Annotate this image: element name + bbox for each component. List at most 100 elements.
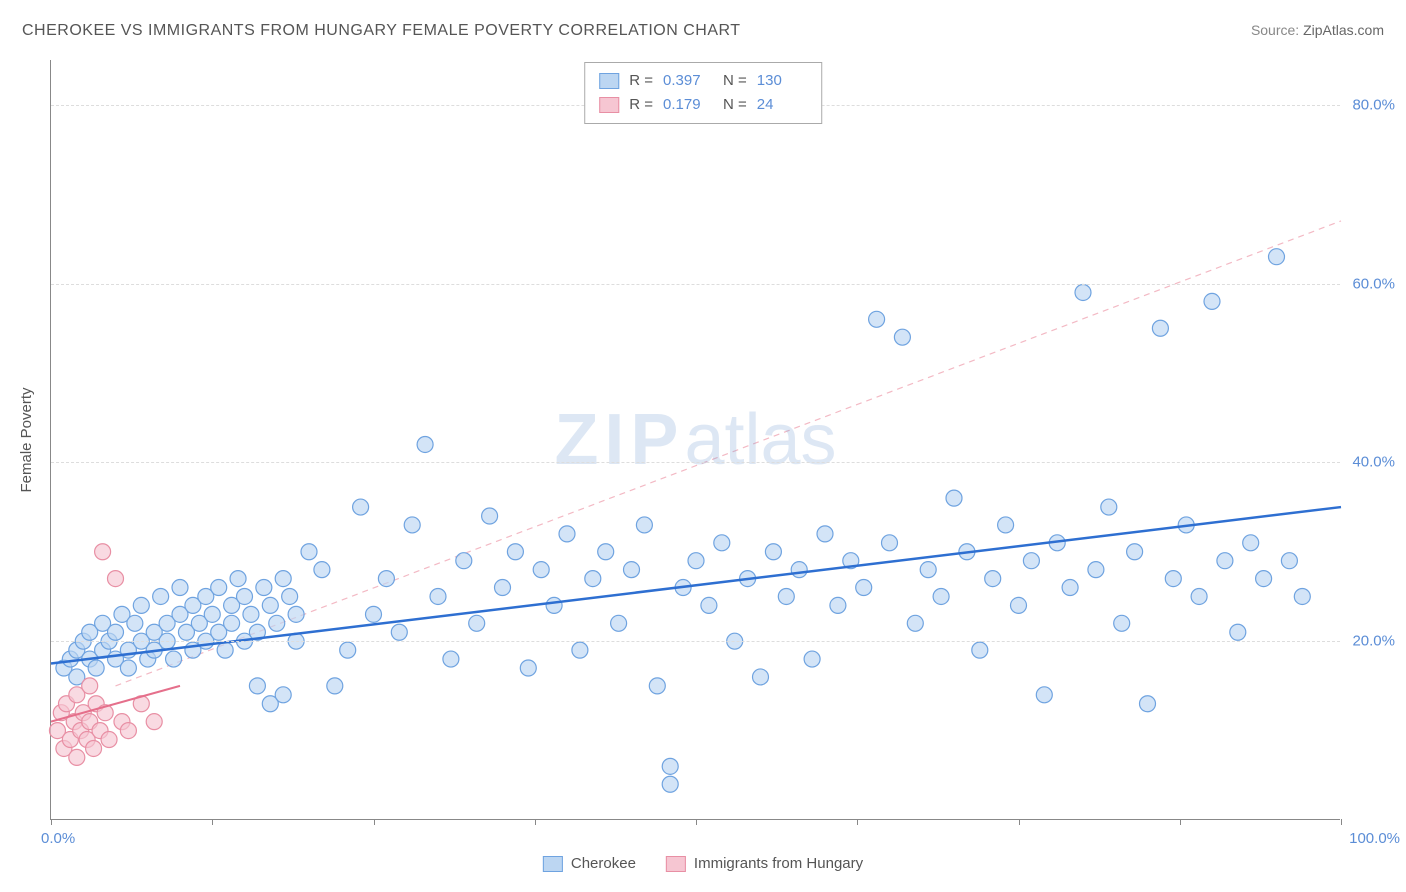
point-cherokee xyxy=(211,580,227,596)
point-cherokee xyxy=(611,615,627,631)
legend-label-hungary: Immigrants from Hungary xyxy=(694,855,863,872)
point-cherokee xyxy=(275,687,291,703)
point-cherokee xyxy=(1152,320,1168,336)
point-cherokee xyxy=(133,597,149,613)
point-cherokee xyxy=(1036,687,1052,703)
legend-item-cherokee: Cherokee xyxy=(543,855,636,872)
point-cherokee xyxy=(856,580,872,596)
bottom-legend: Cherokee Immigrants from Hungary xyxy=(543,855,863,872)
y-tick-label: 20.0% xyxy=(1352,633,1395,650)
point-cherokee xyxy=(243,606,259,622)
x-tick xyxy=(696,819,697,825)
point-cherokee xyxy=(585,571,601,587)
legend-swatch-cherokee xyxy=(543,856,563,872)
point-cherokee xyxy=(804,651,820,667)
point-cherokee xyxy=(830,597,846,613)
point-cherokee xyxy=(366,606,382,622)
point-cherokee xyxy=(1075,284,1091,300)
point-cherokee xyxy=(224,615,240,631)
r-label: R = xyxy=(629,93,653,117)
point-hungary xyxy=(101,732,117,748)
point-cherokee xyxy=(256,580,272,596)
legend-label-cherokee: Cherokee xyxy=(571,855,636,872)
x-tick xyxy=(535,819,536,825)
point-cherokee xyxy=(127,615,143,631)
point-cherokee xyxy=(572,642,588,658)
point-cherokee xyxy=(314,562,330,578)
point-cherokee xyxy=(920,562,936,578)
point-cherokee xyxy=(559,526,575,542)
point-cherokee xyxy=(378,571,394,587)
point-cherokee xyxy=(546,597,562,613)
point-cherokee xyxy=(933,588,949,604)
point-cherokee xyxy=(1243,535,1259,551)
point-cherokee xyxy=(907,615,923,631)
point-cherokee xyxy=(482,508,498,524)
point-cherokee xyxy=(1062,580,1078,596)
x-tick xyxy=(1341,819,1342,825)
chart-title: CHEROKEE VS IMMIGRANTS FROM HUNGARY FEMA… xyxy=(22,22,741,40)
point-cherokee xyxy=(972,642,988,658)
point-cherokee xyxy=(1269,249,1285,265)
point-hungary xyxy=(69,749,85,765)
swatch-cherokee xyxy=(599,73,619,89)
point-cherokee xyxy=(985,571,1001,587)
source-value: ZipAtlas.com xyxy=(1303,22,1384,38)
point-cherokee xyxy=(533,562,549,578)
point-cherokee xyxy=(282,588,298,604)
point-cherokee xyxy=(166,651,182,667)
point-cherokee xyxy=(262,597,278,613)
point-cherokee xyxy=(701,597,717,613)
swatch-hungary xyxy=(599,97,619,113)
point-cherokee xyxy=(1217,553,1233,569)
point-cherokee xyxy=(714,535,730,551)
y-tick-label: 40.0% xyxy=(1352,454,1395,471)
chart-container: CHEROKEE VS IMMIGRANTS FROM HUNGARY FEMA… xyxy=(0,0,1406,892)
point-cherokee xyxy=(1256,571,1272,587)
legend-item-hungary: Immigrants from Hungary xyxy=(666,855,863,872)
point-cherokee xyxy=(417,436,433,452)
point-cherokee xyxy=(688,553,704,569)
point-hungary xyxy=(95,544,111,560)
point-cherokee xyxy=(507,544,523,560)
n-label: N = xyxy=(723,93,747,117)
point-cherokee xyxy=(869,311,885,327)
x-tick xyxy=(857,819,858,825)
point-cherokee xyxy=(636,517,652,533)
point-cherokee xyxy=(649,678,665,694)
source-label: Source: xyxy=(1251,22,1303,38)
point-cherokee xyxy=(430,588,446,604)
point-cherokee xyxy=(998,517,1014,533)
stats-row-cherokee: R = 0.397 N = 130 xyxy=(599,69,807,93)
point-cherokee xyxy=(1191,588,1207,604)
scatter-svg xyxy=(51,60,1341,820)
point-cherokee xyxy=(1165,571,1181,587)
point-cherokee xyxy=(327,678,343,694)
x-tick xyxy=(374,819,375,825)
r-value-hungary: 0.179 xyxy=(663,93,713,117)
x-axis-min-label: 0.0% xyxy=(41,830,75,847)
point-cherokee xyxy=(249,678,265,694)
point-cherokee xyxy=(1204,293,1220,309)
point-cherokee xyxy=(269,615,285,631)
y-tick-label: 60.0% xyxy=(1352,275,1395,292)
point-cherokee xyxy=(598,544,614,560)
x-tick xyxy=(51,819,52,825)
point-cherokee xyxy=(817,526,833,542)
point-cherokee xyxy=(894,329,910,345)
point-cherokee xyxy=(753,669,769,685)
n-value-hungary: 24 xyxy=(757,93,807,117)
point-cherokee xyxy=(172,580,188,596)
x-tick xyxy=(212,819,213,825)
n-value-cherokee: 130 xyxy=(757,69,807,93)
trendline-cherokee xyxy=(51,507,1341,663)
point-cherokee xyxy=(765,544,781,560)
point-cherokee xyxy=(1230,624,1246,640)
point-hungary xyxy=(146,714,162,730)
point-cherokee xyxy=(1011,597,1027,613)
point-cherokee xyxy=(1114,615,1130,631)
point-cherokee xyxy=(791,562,807,578)
point-cherokee xyxy=(495,580,511,596)
point-cherokee xyxy=(275,571,291,587)
point-cherokee xyxy=(662,776,678,792)
